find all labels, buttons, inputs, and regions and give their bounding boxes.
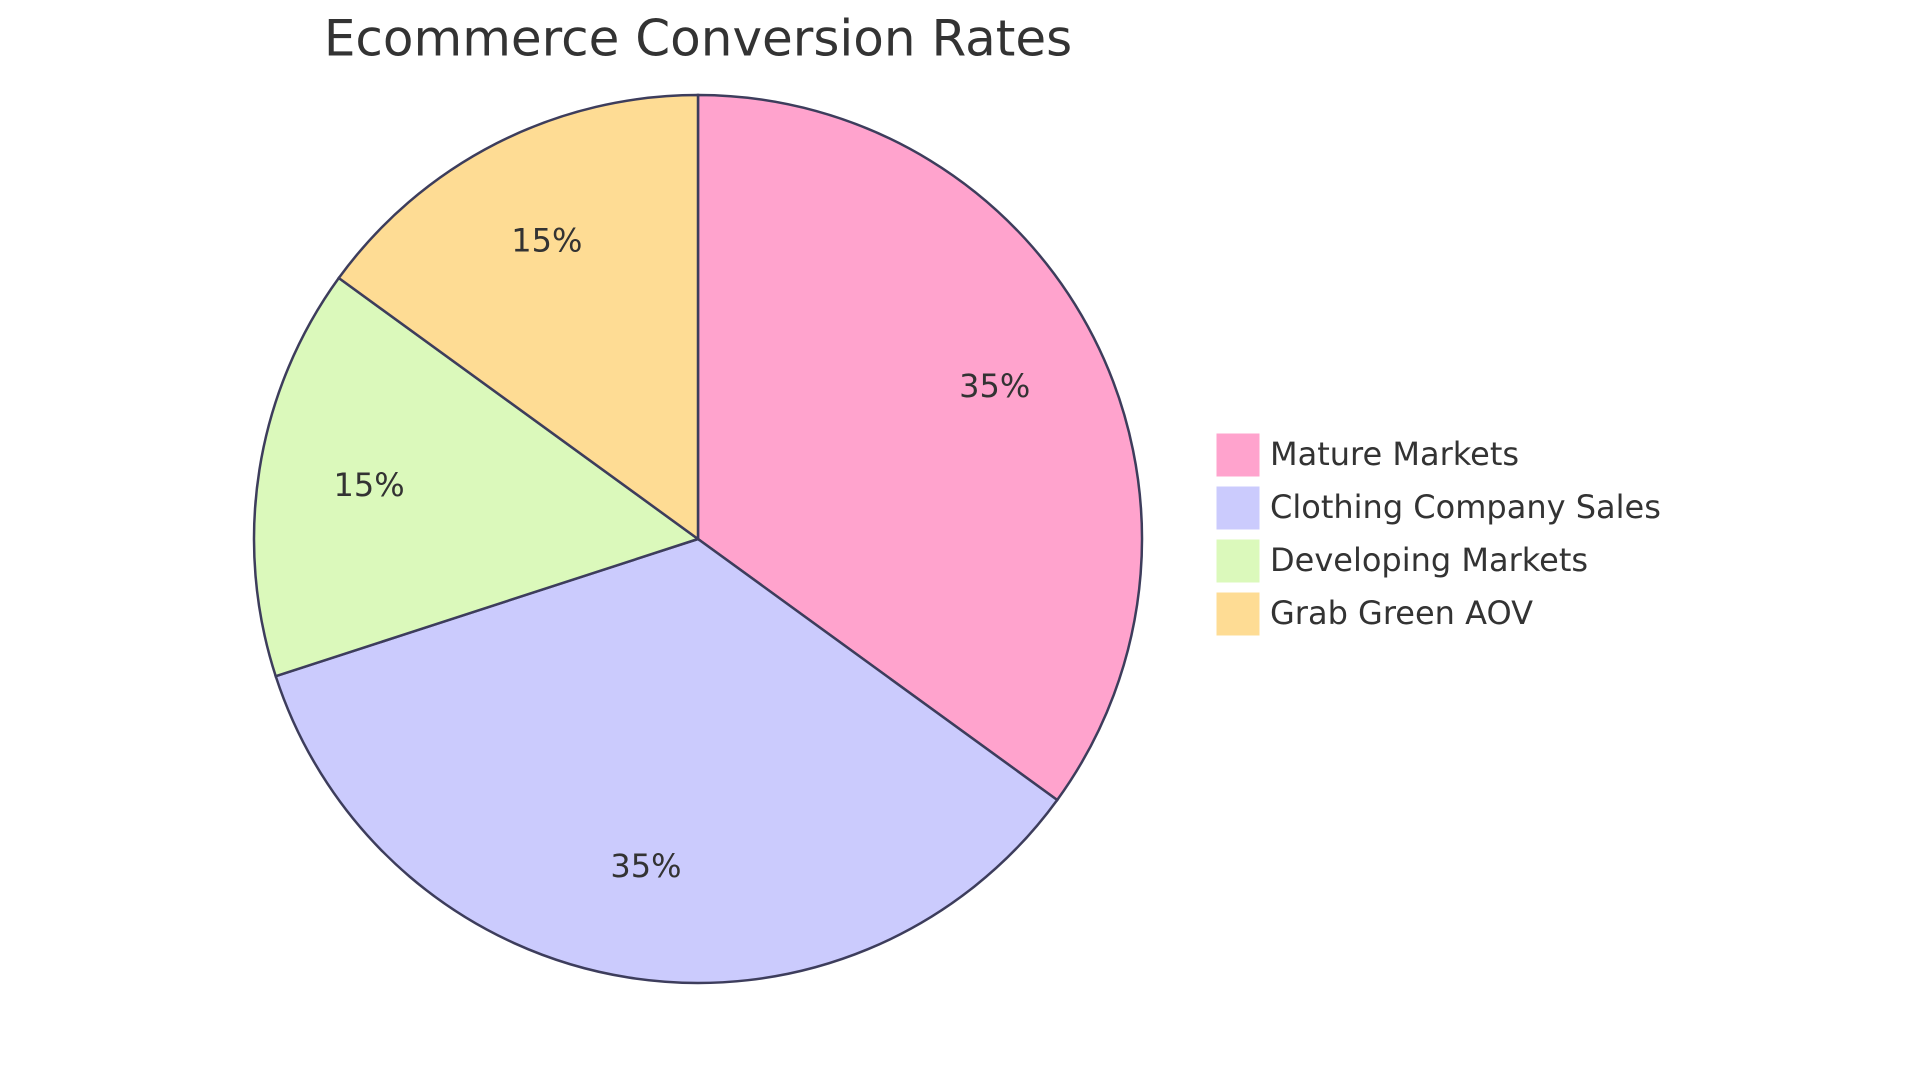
slice-label: 35%: [959, 367, 1030, 405]
chart-title: Ecommerce Conversion Rates: [324, 10, 1072, 68]
legend-swatch: [1215, 538, 1261, 584]
legend-swatch: [1215, 485, 1261, 531]
legend-label: Mature Markets: [1270, 435, 1519, 473]
legend-label: Developing Markets: [1270, 541, 1588, 579]
pie-slice: [274, 537, 1059, 985]
slice-label: 15%: [334, 466, 405, 504]
legend-swatch: [1215, 432, 1261, 478]
pie-slice: [252, 276, 701, 678]
slice-label: 35%: [610, 847, 681, 885]
legend-label: Grab Green AOV: [1270, 594, 1533, 632]
legend-swatch: [1215, 591, 1261, 637]
legend-label: Clothing Company Sales: [1270, 488, 1661, 526]
pie-slice: [696, 93, 1144, 802]
slice-label: 15%: [511, 221, 582, 259]
pie-slice: [337, 93, 700, 542]
